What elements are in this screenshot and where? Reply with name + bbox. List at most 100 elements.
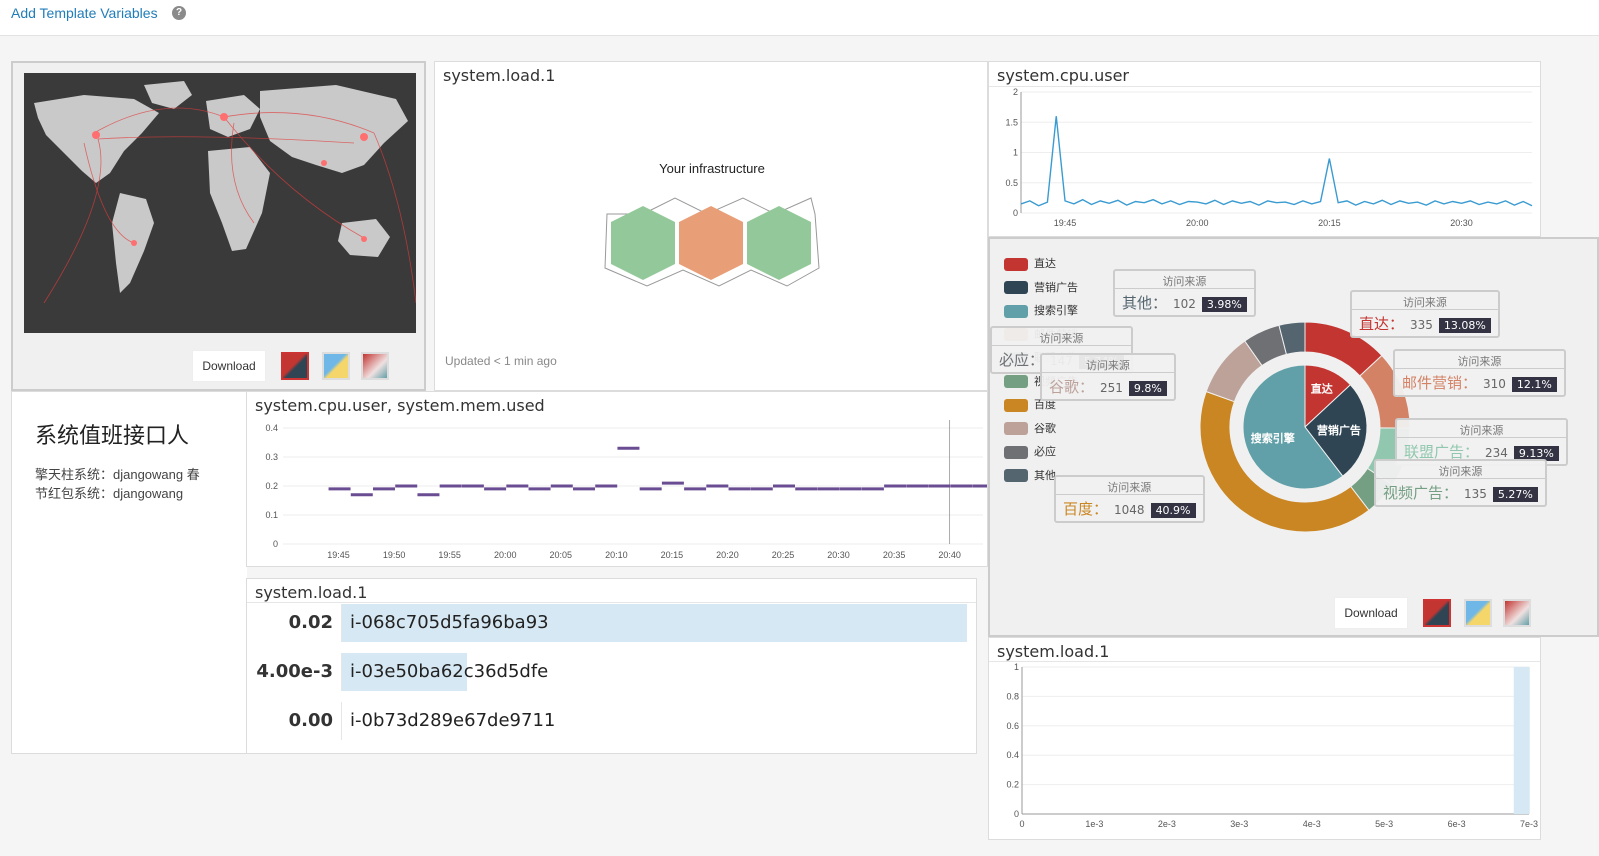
map-download-button[interactable]: Download [192,350,266,382]
x-tick-label: 19:45 [327,550,350,560]
add-template-variables-link[interactable]: Add Template Variables [11,5,158,21]
map-europe [206,95,260,137]
pie-tooltip-value: 135 [1464,487,1487,501]
x-tick-label: 20:35 [883,550,906,560]
distribution-panel: system.load.1 0 0.2 0.4 0.6 0.8 1 0 1e-3 2e-3 3e-… [988,637,1541,840]
x-tick-label: 2e-3 [1158,819,1176,829]
x-tick-label: 19:45 [1054,218,1077,228]
distribution-bar [1513,667,1530,814]
x-tick-label: 19:50 [383,550,406,560]
legend-label: 搜索引擎 [1034,305,1078,317]
swatch-red-gradient[interactable] [1503,599,1531,627]
toplist-separator [341,653,342,691]
x-tick-label: 6e-3 [1448,819,1466,829]
y-tick-label: 1.5 [1005,117,1018,127]
pie-inner-label: 直达 [1311,381,1333,395]
x-tick-label: 20:20 [716,550,739,560]
pie-tooltip-header: 访问来源 [1395,351,1564,369]
hostmap-updated: Updated < 1 min ago [445,354,557,368]
pie-tooltip-value: 102 [1173,297,1196,311]
x-tick-label: 20:05 [550,550,573,560]
help-icon[interactable]: ? [172,6,186,20]
legend-item[interactable]: 谷歌 [1004,420,1056,436]
host-hex[interactable] [747,206,811,280]
pie-tooltip: 访问来源 其他： 102 3.98% [1113,269,1256,317]
y-tick-label: 0.5 [1005,178,1018,188]
x-tick-label: 3e-3 [1230,819,1248,829]
cpu-user-divider [989,86,1540,87]
legend-item[interactable]: 百度 [1004,396,1056,412]
world-map-image [24,73,416,333]
cpu-user-panel: system.cpu.user 0 0.5 1 1.5 2 19:45 20:00 20:15… [988,61,1541,237]
distribution-divider [989,661,1540,662]
pie-tooltip-name: 其他： [1122,294,1168,312]
x-tick-label: 7e-3 [1520,819,1538,829]
swatch-red-gradient[interactable] [361,352,389,380]
pie-tooltip-percent: 9.8% [1128,381,1167,396]
pie-tooltip-percent: 5.27% [1492,487,1538,502]
pie-tooltip-percent: 13.08% [1438,318,1491,333]
toplist-separator [341,702,342,740]
x-tick-label: 20:00 [1186,218,1209,228]
swatch-red-dark[interactable] [281,352,309,380]
cpu-mem-title: system.cpu.user, system.mem.used [255,396,545,415]
legend-swatch [1004,257,1028,271]
legend-item[interactable]: 直达 [1004,255,1056,271]
oncall-title: 系统值班接口人 [35,424,190,449]
legend-label: 直达 [1034,258,1056,270]
hex-outline [604,197,820,287]
pie-tooltip-body: 其他： 102 3.98% [1115,289,1254,315]
y-tick-label: 0.8 [1006,691,1019,701]
toplist-bar [342,653,467,691]
pie-tooltip-name: 谷歌： [1049,378,1095,396]
pie-tooltip: 访问来源 直达： 335 13.08% [1350,290,1500,338]
pie-tooltip-header: 访问来源 [1352,292,1498,310]
legend-swatch [1004,304,1028,318]
x-tick-label: 20:25 [772,550,795,560]
toplist-host: i-068c705d5fa96ba93 [350,612,549,633]
pie-tooltip: 访问来源 百度： 1048 40.9% [1054,475,1205,523]
toplist-row[interactable]: 0.00 i-0b73d289e67de9711 [247,702,977,740]
y-tick-label: 0.2 [1006,780,1019,790]
toplist-value: 0.00 [288,710,333,731]
legend-label: 营销广告 [1034,281,1078,294]
pie-inner-slice [1304,384,1368,477]
pie-tooltip-body: 邮件营销： 310 12.1% [1395,369,1564,395]
x-tick-label: 20:30 [1450,218,1473,228]
pie-outer-slice [1278,321,1306,355]
pie-inner-label: 搜索引擎 [1251,431,1295,445]
pie-tooltip-header: 访问来源 [1042,355,1174,373]
pie-tooltip-name: 百度： [1063,500,1109,518]
pie-tooltip-body: 谷歌： 251 9.8% [1042,373,1174,399]
host-hex[interactable] [611,206,675,280]
pie-tooltip-body: 联盟广告： 234 9.13% [1397,438,1566,464]
swatch-red-dark[interactable] [1423,599,1451,627]
pie-download-button[interactable]: Download [1334,597,1408,629]
pie-tooltip-body: 视频广告： 135 5.27% [1376,479,1545,505]
x-tick-label: 5e-3 [1375,819,1393,829]
swatch-yellow-blue[interactable] [322,352,350,380]
pie-tooltip-name: 联盟广告： [1404,443,1480,461]
pie-tooltip-percent: 3.98% [1201,297,1247,312]
x-tick-label: 0 [1019,819,1024,829]
legend-label: 其他 [1034,469,1056,482]
x-tick-label: 19:55 [438,550,461,560]
toplist-separator [341,604,342,642]
oncall-line-2: 节红包系统：djangowang [35,486,184,501]
legend-item[interactable]: 营销广告 [1004,279,1078,295]
legend-item[interactable]: 搜索引擎 [1004,302,1078,318]
toplist-bar [342,604,967,642]
toplist-row[interactable]: 0.02 i-068c705d5fa96ba93 [247,604,977,642]
host-hex[interactable] [679,206,743,280]
y-tick-label: 0.6 [1006,721,1019,731]
x-tick-label: 4e-3 [1303,819,1321,829]
legend-label: 必应 [1034,446,1056,458]
y-tick-label: 0.2 [265,481,278,491]
legend-item[interactable]: 必应 [1004,443,1056,459]
swatch-yellow-blue[interactable] [1464,599,1492,627]
top-bar: Add Template Variables ? [0,0,1599,36]
legend-item[interactable]: 其他 [1004,467,1056,483]
oncall-panel: 系统值班接口人 擎天柱系统：djangowang 春 节红包系统：djangow… [11,391,247,754]
toplist-row[interactable]: 4.00e-3 i-03e50ba62c36d5dfe [247,653,977,691]
